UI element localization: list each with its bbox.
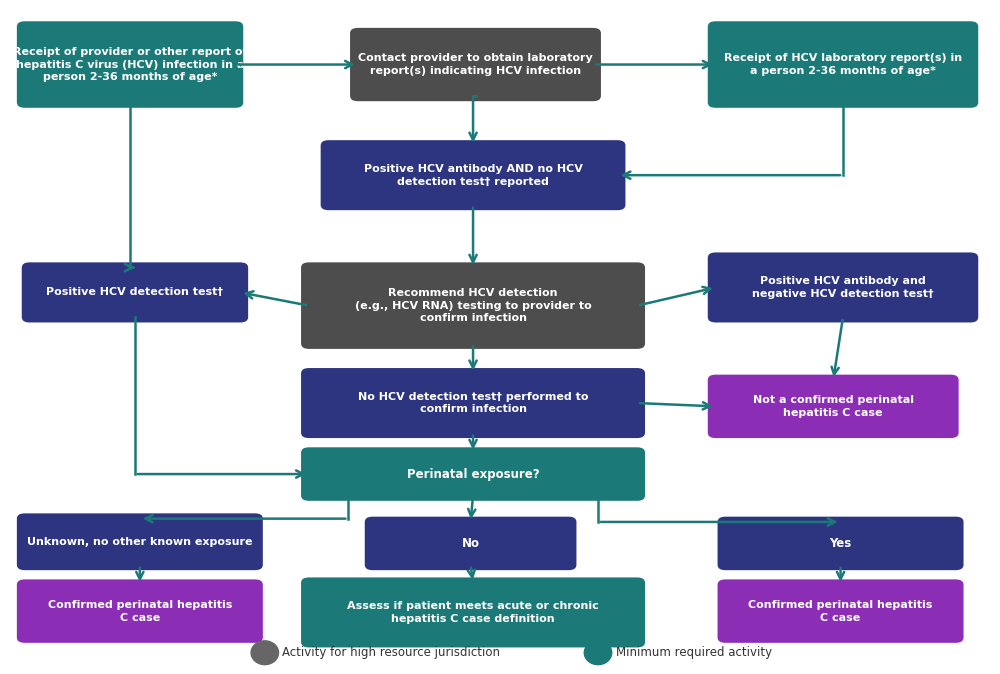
Text: Contact provider to obtain laboratory
report(s) indicating HCV infection: Contact provider to obtain laboratory re… <box>358 53 593 76</box>
FancyBboxPatch shape <box>708 253 978 322</box>
Text: Recommend HCV detection
(e.g., HCV RNA) testing to provider to
confirm infection: Recommend HCV detection (e.g., HCV RNA) … <box>355 288 591 324</box>
Ellipse shape <box>584 641 612 665</box>
FancyBboxPatch shape <box>301 368 645 438</box>
FancyBboxPatch shape <box>301 262 645 349</box>
FancyBboxPatch shape <box>708 22 978 108</box>
Text: Confirmed perinatal hepatitis
C case: Confirmed perinatal hepatitis C case <box>48 600 232 623</box>
FancyBboxPatch shape <box>350 28 601 101</box>
Text: Yes: Yes <box>829 537 852 550</box>
Text: Unknown, no other known exposure: Unknown, no other known exposure <box>27 537 253 547</box>
FancyBboxPatch shape <box>301 448 645 501</box>
Text: Receipt of HCV laboratory report(s) in
a person 2-36 months of age*: Receipt of HCV laboratory report(s) in a… <box>724 53 962 76</box>
FancyBboxPatch shape <box>22 262 248 322</box>
FancyBboxPatch shape <box>321 140 625 210</box>
Text: Confirmed perinatal hepatitis
C case: Confirmed perinatal hepatitis C case <box>748 600 933 623</box>
FancyBboxPatch shape <box>17 514 263 570</box>
FancyBboxPatch shape <box>301 578 645 648</box>
Text: Assess if patient meets acute or chronic
hepatitis C case definition: Assess if patient meets acute or chronic… <box>347 601 599 624</box>
Text: No HCV detection test† performed to
confirm infection: No HCV detection test† performed to conf… <box>358 392 588 415</box>
Text: Not a confirmed perinatal
hepatitis C case: Not a confirmed perinatal hepatitis C ca… <box>753 395 914 418</box>
Text: Positive HCV antibody and
negative HCV detection test†: Positive HCV antibody and negative HCV d… <box>752 276 934 299</box>
Ellipse shape <box>251 641 279 665</box>
Text: No: No <box>462 537 480 550</box>
Text: Minimum required activity: Minimum required activity <box>616 646 772 659</box>
FancyBboxPatch shape <box>718 517 964 570</box>
FancyBboxPatch shape <box>708 375 959 438</box>
FancyBboxPatch shape <box>17 22 243 108</box>
FancyBboxPatch shape <box>17 580 263 643</box>
FancyBboxPatch shape <box>365 517 576 570</box>
Text: Receipt of provider or other report of
hepatitis C virus (HCV) infection in a
pe: Receipt of provider or other report of h… <box>13 47 247 82</box>
Text: Perinatal exposure?: Perinatal exposure? <box>407 468 539 481</box>
Text: Positive HCV antibody AND no HCV
detection test† reported: Positive HCV antibody AND no HCV detecti… <box>364 164 582 187</box>
FancyBboxPatch shape <box>718 580 964 643</box>
Text: Activity for high resource jurisdiction: Activity for high resource jurisdiction <box>282 646 500 659</box>
Text: Positive HCV detection test†: Positive HCV detection test† <box>46 287 223 297</box>
